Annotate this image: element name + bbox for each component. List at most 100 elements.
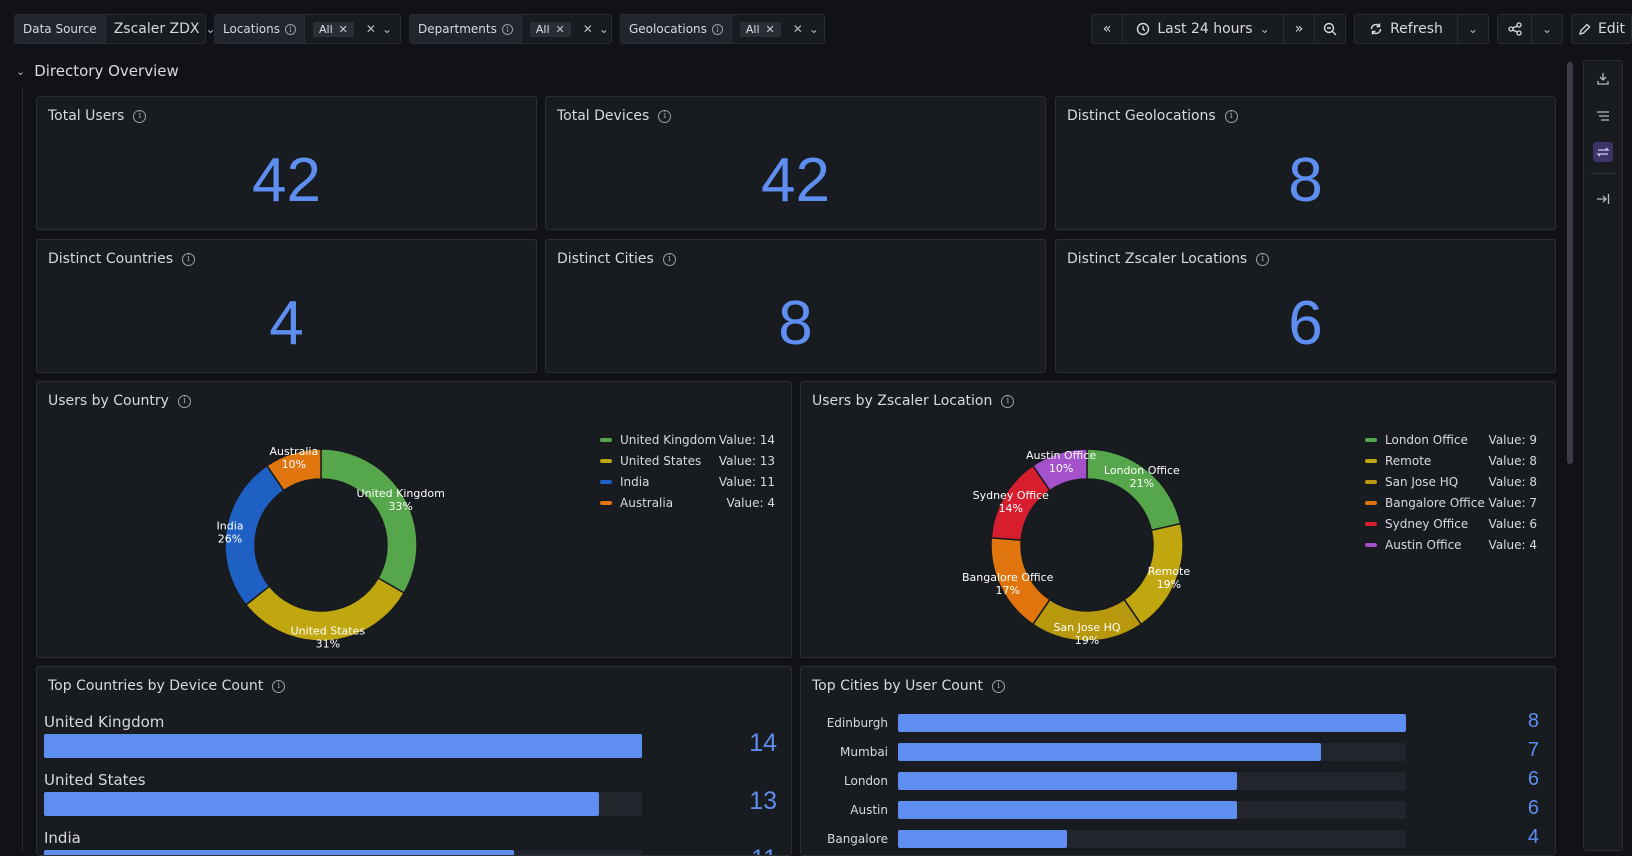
bar-united-kingdom[interactable] [44, 734, 642, 758]
departments-variable[interactable]: Departments i All ✕ ✕ ⌄ [409, 14, 612, 44]
bar-panel-top-countries[interactable]: Top Countries by Device Count i United Ki… [36, 666, 792, 856]
edit-button[interactable]: Edit [1571, 14, 1632, 44]
share-icon [1507, 22, 1522, 36]
bar-london[interactable] [898, 772, 1237, 790]
bar-label-bangalore: Bangalore [827, 832, 888, 846]
collapse-sidebar-icon[interactable] [1593, 189, 1613, 209]
info-icon[interactable]: i [133, 109, 147, 123]
refresh-interval-dropdown[interactable]: ⌄ [1457, 14, 1489, 44]
geolocations-label-wrap: Geolocations i [621, 15, 732, 43]
import-icon[interactable] [1593, 69, 1613, 89]
bar-mumbai[interactable] [898, 743, 1322, 761]
clock-icon [1137, 22, 1150, 36]
chevrons-right-icon: » [1294, 21, 1304, 37]
pie-panel-users-by-zscaler-location[interactable]: Users by Zscaler Location i London Office… [800, 381, 1556, 658]
legend-item-bangalore-office[interactable]: Bangalore Office Value: 7 [1365, 495, 1537, 510]
chevron-down-icon[interactable]: ⌄ [205, 22, 216, 36]
info-icon[interactable]: i [662, 252, 676, 266]
info-icon[interactable]: i [711, 23, 723, 35]
chip-remove-icon[interactable]: ✕ [555, 22, 565, 36]
legend-item-sydney-office[interactable]: Sydney Office Value: 6 [1365, 516, 1537, 531]
share-dropdown[interactable]: ⌄ [1531, 14, 1563, 44]
pie-panel-users-by-country[interactable]: Users by Country i United Kingdom 33% Unite… [36, 381, 792, 658]
geolocations-variable[interactable]: Geolocations i All ✕ ✕ ⌄ [620, 14, 825, 44]
dashboard-side-toolbar [1583, 60, 1623, 851]
zoom-out-button[interactable] [1314, 14, 1346, 44]
stat-panel-total-users[interactable]: Total Users i 42 [36, 96, 537, 230]
info-icon[interactable]: i [501, 23, 513, 35]
refresh-button[interactable]: Refresh [1354, 14, 1458, 44]
legend-swatch [1365, 437, 1377, 442]
info-icon[interactable]: i [992, 679, 1006, 693]
stat-panel-distinct-cities[interactable]: Distinct Cities i 8 [545, 239, 1046, 373]
share-button[interactable] [1497, 14, 1532, 44]
legend-item-india[interactable]: India Value: 11 [600, 474, 775, 489]
bar-bangalore[interactable] [898, 830, 1068, 848]
donut-chart[interactable]: United Kingdom 33% United States 31% India 26… [37, 382, 792, 658]
pie-slice-australia[interactable] [265, 448, 322, 492]
pie-slice-united-kingdom[interactable] [320, 448, 418, 595]
chip-remove-icon[interactable]: ✕ [338, 22, 348, 36]
locations-select[interactable]: All ✕ ✕ ⌄ [305, 15, 400, 43]
stat-panel-total-devices[interactable]: Total Devices i 42 [545, 96, 1046, 230]
geolocations-select[interactable]: All ✕ ✕ ⌄ [732, 15, 827, 43]
donut-chart[interactable]: London Office 21% Remote 19% San Jose HQ 19% B… [801, 382, 1556, 658]
chevron-down-icon[interactable]: ⌄ [381, 22, 392, 36]
stat-value: 8 [778, 289, 813, 358]
chevron-down-icon[interactable]: ⌄ [808, 22, 819, 36]
legend-item-san-jose-hq[interactable]: San Jose HQ Value: 8 [1365, 474, 1537, 489]
outline-list-icon[interactable] [1593, 106, 1613, 126]
info-icon[interactable]: i [1224, 109, 1238, 123]
info-icon[interactable]: i [658, 109, 672, 123]
legend-item-united-kingdom[interactable]: United Kingdom Value: 14 [600, 432, 775, 447]
clear-icon[interactable]: ✕ [792, 22, 803, 36]
legend-item-austin-office[interactable]: Austin Office Value: 4 [1365, 537, 1537, 552]
legend-item-united-states[interactable]: United States Value: 13 [600, 453, 775, 468]
panel-title: Users by Zscaler Location [812, 393, 993, 409]
chevron-down-icon[interactable]: ⌄ [598, 22, 609, 36]
bar-edinburgh[interactable] [898, 714, 1406, 732]
scrollbar[interactable] [1567, 62, 1573, 464]
bar-panel-top-cities[interactable]: Top Cities by User Count i Edinburgh 8 Mumb… [800, 666, 1556, 856]
data-source-variable[interactable]: Data Source Zscaler ZDX ⌄ [14, 14, 216, 44]
info-icon[interactable]: i [285, 23, 297, 35]
pie-slice-austin-office[interactable] [1031, 448, 1088, 492]
clear-icon[interactable]: ✕ [365, 22, 376, 36]
legend-item-australia[interactable]: Australia Value: 4 [600, 495, 775, 510]
departments-chip-label: All [535, 22, 550, 36]
panel-title: Distinct Zscaler Locations [1067, 251, 1248, 267]
panel-header: Distinct Countries i [48, 251, 195, 267]
locations-variable[interactable]: Locations i All ✕ ✕ ⌄ [214, 14, 401, 44]
collapse-chevron-icon[interactable]: ⌄ [16, 64, 26, 78]
chip-remove-icon[interactable]: ✕ [765, 22, 775, 36]
legend-label: United Kingdom [620, 432, 717, 447]
time-picker-button[interactable]: Last 24 hours ⌄ [1122, 14, 1284, 44]
bar-value-edinburgh: 8 [1527, 710, 1539, 732]
departments-select[interactable]: All ✕ ✕ ⌄ [522, 15, 617, 43]
stat-panel-distinct-zscaler-locations[interactable]: Distinct Zscaler Locations i 6 [1055, 239, 1556, 373]
row-header[interactable]: ⌄ Directory Overview [16, 62, 179, 80]
info-icon[interactable]: i [1001, 394, 1015, 408]
info-icon[interactable]: i [1256, 252, 1270, 266]
data-source-select[interactable]: Zscaler ZDX ⌄ [106, 15, 224, 43]
stat-panel-distinct-geolocations[interactable]: Distinct Geolocations i 8 [1055, 96, 1556, 230]
stat-panel-distinct-countries[interactable]: Distinct Countries i 4 [36, 239, 537, 373]
panel-title: Users by Country [48, 393, 169, 409]
chevron-down-icon: ⌄ [1467, 22, 1479, 36]
locations-label: Locations [223, 22, 281, 36]
info-icon[interactable]: i [272, 679, 286, 693]
legend-item-london-office[interactable]: London Office Value: 9 [1365, 432, 1537, 447]
bar-united-states[interactable] [44, 792, 600, 816]
panel-header: Distinct Zscaler Locations i [1067, 251, 1270, 267]
info-icon[interactable]: i [177, 394, 191, 408]
dashboard-controls: Data Source Zscaler ZDX ⌄ Locations i Al… [14, 14, 1632, 44]
legend-item-remote[interactable]: Remote Value: 8 [1365, 453, 1537, 468]
bar-track [898, 714, 1406, 732]
legend-swatch [1365, 542, 1377, 547]
clear-icon[interactable]: ✕ [582, 22, 593, 36]
bar-austin[interactable] [898, 801, 1237, 819]
time-shift-forward-button[interactable]: » [1283, 14, 1315, 44]
info-icon[interactable]: i [181, 252, 195, 266]
time-shift-back-button[interactable]: « [1091, 14, 1123, 44]
transform-icon[interactable] [1593, 142, 1613, 162]
